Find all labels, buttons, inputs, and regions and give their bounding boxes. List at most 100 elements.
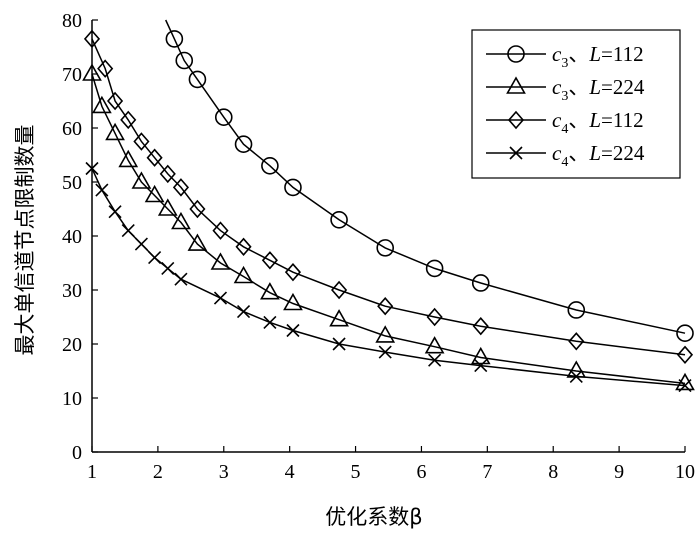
- data-point: [95, 183, 109, 197]
- x-tick-label: 10: [675, 461, 695, 483]
- y-tick-label: 80: [62, 10, 82, 32]
- y-tick-label: 40: [62, 226, 82, 248]
- data-point: [213, 291, 228, 305]
- data-point: [174, 272, 188, 286]
- data-point: [131, 171, 152, 189]
- data-point: [260, 282, 280, 300]
- axes: 0 10 20 30 40 50 60 70 80 1 2 3 4 5 6 7 8 9 10: [62, 10, 695, 483]
- x-tick-label: 9: [614, 461, 624, 483]
- data-point: [133, 132, 150, 151]
- data-point: [678, 379, 692, 393]
- x-axis-title: 优化系数β: [325, 505, 422, 529]
- legend-entry: c4、L=112: [486, 108, 644, 137]
- data-point: [426, 307, 443, 327]
- legend-marker: [507, 110, 525, 130]
- legend-label: c4、L=112: [552, 108, 644, 137]
- data-point: [376, 239, 395, 257]
- data-point: [159, 164, 176, 184]
- data-point: [144, 184, 165, 203]
- data-point: [171, 211, 191, 230]
- data-point: [261, 157, 279, 175]
- x-tick-label: 6: [416, 461, 426, 483]
- series-4: [85, 161, 692, 393]
- data-point: [106, 91, 124, 111]
- data-point: [329, 309, 349, 327]
- series-line: [91, 38, 686, 356]
- data-point: [165, 30, 184, 48]
- y-tick-label: 10: [62, 388, 82, 410]
- y-tick-label: 60: [62, 118, 82, 140]
- data-point: [567, 301, 586, 319]
- data-point: [284, 178, 302, 197]
- x-tick-label: 2: [153, 461, 163, 483]
- data-point: [233, 265, 254, 284]
- series-line: [91, 73, 686, 385]
- data-point: [82, 63, 102, 81]
- data-point: [188, 70, 207, 89]
- data-point: [105, 122, 125, 141]
- data-point: [172, 178, 190, 197]
- data-point: [263, 315, 277, 329]
- y-tick-label: 50: [62, 172, 82, 194]
- data-point: [134, 237, 148, 251]
- legend-marker: [507, 45, 525, 63]
- data-point: [470, 346, 491, 365]
- series-layer: [82, 19, 695, 393]
- legend-marker: [509, 146, 523, 160]
- data-point: [83, 29, 101, 49]
- data-point: [236, 305, 251, 319]
- data-point: [210, 252, 231, 270]
- data-point: [471, 274, 490, 292]
- data-point: [148, 251, 162, 265]
- data-point: [214, 108, 233, 126]
- y-tick-label: 70: [62, 64, 82, 86]
- legend-label: c4、L=224: [552, 141, 645, 170]
- data-point: [378, 345, 392, 359]
- legend-entry: c4、L=224: [486, 141, 645, 170]
- data-point: [120, 110, 137, 130]
- data-point: [568, 332, 585, 351]
- x-tick-label: 1: [87, 461, 97, 483]
- data-point: [569, 369, 583, 383]
- legend-marker: [506, 76, 526, 94]
- data-point: [283, 292, 303, 311]
- x-tick-label: 3: [219, 461, 229, 483]
- x-tick-label: 5: [351, 461, 361, 483]
- series-1: [165, 19, 694, 343]
- legend-label: c3、L=112: [552, 42, 644, 71]
- data-point: [472, 316, 489, 336]
- data-point: [92, 95, 112, 114]
- data-point: [157, 198, 178, 216]
- data-point: [332, 337, 346, 351]
- data-point: [284, 262, 302, 282]
- data-point: [424, 336, 445, 354]
- series-3: [83, 29, 694, 365]
- x-tick-label: 4: [285, 461, 295, 483]
- data-point: [97, 59, 114, 78]
- data-point: [187, 233, 208, 251]
- series-line: [91, 168, 686, 387]
- x-tick-label: 8: [548, 461, 558, 483]
- data-point: [212, 221, 229, 240]
- data-point: [331, 280, 348, 300]
- data-point: [189, 199, 206, 219]
- data-point: [85, 161, 99, 176]
- y-tick-label: 0: [72, 442, 82, 464]
- legend-entry: c3、L=224: [486, 75, 645, 104]
- data-point: [286, 323, 300, 338]
- data-point: [330, 211, 348, 229]
- y-tick-label: 30: [62, 280, 82, 302]
- data-point: [235, 237, 252, 257]
- legend-entry: c3、L=112: [486, 42, 644, 71]
- data-point: [108, 205, 122, 219]
- data-point: [175, 51, 194, 70]
- data-point: [425, 259, 444, 278]
- data-point: [261, 251, 278, 270]
- data-point: [234, 135, 253, 153]
- data-point: [161, 261, 175, 275]
- y-axis-title: 最大单信道节点限制数量: [13, 125, 37, 356]
- data-point: [428, 353, 442, 367]
- data-point: [377, 296, 394, 316]
- data-point: [121, 224, 135, 238]
- legend: c3、L=112 c3、L=224 c4、L=112 c4、L=224: [471, 29, 681, 179]
